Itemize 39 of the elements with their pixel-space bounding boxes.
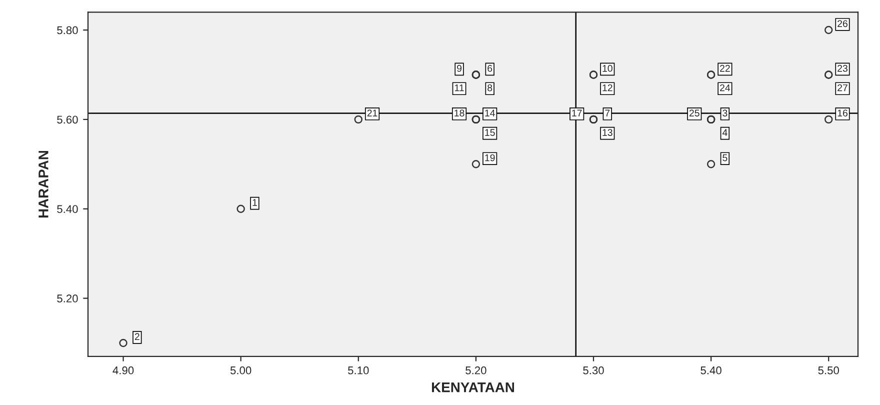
annotation: 27: [838, 84, 848, 92]
annotation: 23: [838, 64, 848, 72]
annotation: 22: [720, 64, 730, 72]
x-tick-label: 5.30: [583, 366, 604, 374]
x-tick-label: 5.50: [818, 366, 839, 374]
annotation: 15: [485, 129, 495, 136]
annotation: 7: [605, 110, 610, 116]
annotation: 8: [488, 84, 492, 92]
annotation: 12: [602, 84, 612, 92]
annotation: 19: [485, 154, 495, 162]
annotation: 24: [720, 84, 730, 92]
y-tick-label: 5.20: [57, 294, 78, 302]
x-tick-label: 4.90: [112, 366, 134, 374]
y-axis-title: HARAPAN: [38, 151, 48, 218]
x-axis-title: KENYATAAN: [432, 382, 514, 392]
y-tick-label: 5.60: [57, 116, 78, 124]
annotation: 4: [722, 129, 728, 136]
annotation: 3: [722, 110, 728, 117]
x-tick-label: 5.10: [348, 366, 369, 374]
annotation: 2: [134, 333, 140, 340]
annotation: 1: [252, 199, 257, 206]
x-tick-label: 5.00: [230, 366, 252, 374]
annotation: 11: [454, 84, 464, 92]
annotation: 17: [572, 110, 582, 116]
annotation: 25: [689, 110, 700, 117]
annotation: 10: [602, 64, 612, 72]
annotation: 21: [367, 110, 378, 116]
annotation: 18: [454, 110, 464, 117]
annotation: 13: [602, 129, 612, 136]
annotation: 6: [488, 64, 492, 72]
annotation: 9: [457, 64, 462, 72]
y-tick-label: 5.80: [57, 26, 78, 34]
annotation: 14: [485, 110, 495, 116]
annotation: 26: [838, 20, 848, 28]
x-tick-label: 5.40: [700, 366, 722, 374]
y-tick-label: 5.40: [57, 205, 78, 213]
annotation: 5: [722, 154, 728, 162]
annotation: 16: [838, 110, 848, 117]
x-tick-label: 5.20: [466, 366, 486, 374]
